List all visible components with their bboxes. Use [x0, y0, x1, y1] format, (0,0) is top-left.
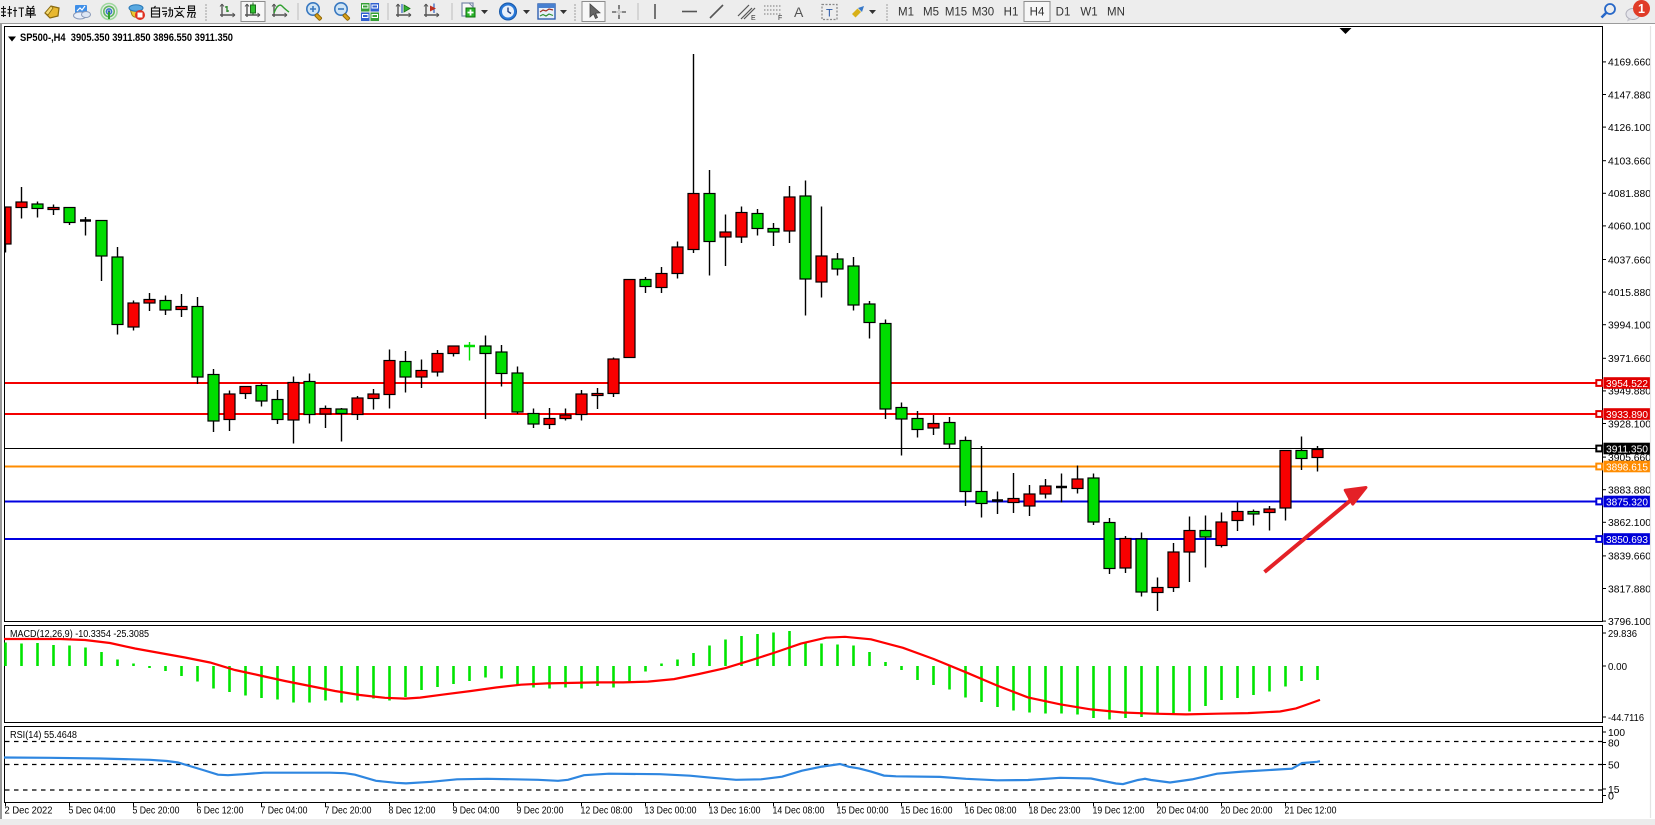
svg-text:H4: H4 — [1030, 7, 1045, 19]
svg-text:4081.880: 4081.880 — [1608, 188, 1651, 200]
svg-text:D1: D1 — [1056, 7, 1071, 19]
svg-text:7 Dec 20:00: 7 Dec 20:00 — [325, 805, 372, 817]
svg-text:15 Dec 16:00: 15 Dec 16:00 — [901, 805, 953, 817]
svg-text:8 Dec 12:00: 8 Dec 12:00 — [389, 805, 436, 817]
svg-text:A: A — [794, 4, 804, 20]
svg-text:SP500-,H4 3905.350 3911.850 3: SP500-,H4 3905.350 3911.850 3896.550 391… — [20, 32, 233, 44]
svg-text:0: 0 — [1608, 790, 1614, 802]
svg-text:4060.100: 4060.100 — [1608, 221, 1651, 233]
svg-text:100: 100 — [1608, 727, 1625, 739]
svg-text:3883.880: 3883.880 — [1608, 485, 1651, 497]
svg-text:20 Dec 04:00: 20 Dec 04:00 — [1157, 805, 1209, 817]
svg-text:80: 80 — [1608, 737, 1620, 749]
svg-text:M1: M1 — [898, 7, 914, 19]
svg-text:2 Dec 2022: 2 Dec 2022 — [5, 805, 53, 817]
svg-text:7 Dec 04:00: 7 Dec 04:00 — [261, 805, 308, 817]
svg-text:MACD(12,26,9) -10.3354 -25.308: MACD(12,26,9) -10.3354 -25.3085 — [10, 629, 149, 640]
svg-text:3928.100: 3928.100 — [1608, 418, 1651, 430]
svg-text:15: 15 — [1608, 784, 1620, 796]
svg-text:F: F — [778, 15, 782, 22]
svg-text:M15: M15 — [945, 7, 967, 19]
svg-text:3817.880: 3817.880 — [1608, 583, 1651, 595]
svg-text:E: E — [751, 15, 756, 22]
svg-text:1: 1 — [1638, 2, 1645, 16]
svg-text:14 Dec 08:00: 14 Dec 08:00 — [773, 805, 825, 817]
svg-text:5 Dec 20:00: 5 Dec 20:00 — [133, 805, 180, 817]
svg-text:3994.100: 3994.100 — [1608, 320, 1651, 332]
svg-text:3796.100: 3796.100 — [1608, 616, 1651, 628]
svg-text:19 Dec 12:00: 19 Dec 12:00 — [1093, 805, 1145, 817]
svg-text:29.836: 29.836 — [1608, 628, 1637, 640]
svg-text:6 Dec 12:00: 6 Dec 12:00 — [197, 805, 244, 817]
svg-text:18 Dec 23:00: 18 Dec 23:00 — [1029, 805, 1081, 817]
svg-text:4015.880: 4015.880 — [1608, 287, 1651, 299]
svg-text:M5: M5 — [923, 7, 939, 19]
svg-text:50: 50 — [1608, 759, 1620, 771]
svg-text:T: T — [826, 8, 833, 20]
svg-text:20 Dec 20:00: 20 Dec 20:00 — [1221, 805, 1273, 817]
svg-text:MN: MN — [1107, 7, 1125, 19]
svg-text:15 Dec 00:00: 15 Dec 00:00 — [837, 805, 889, 817]
svg-text:3971.660: 3971.660 — [1608, 353, 1651, 365]
svg-text:3850.693: 3850.693 — [1606, 534, 1648, 546]
svg-text:W1: W1 — [1080, 7, 1097, 19]
svg-text:0.00: 0.00 — [1608, 661, 1627, 673]
svg-text:3862.100: 3862.100 — [1608, 517, 1651, 529]
svg-text:3933.890: 3933.890 — [1606, 409, 1648, 421]
svg-text:H1: H1 — [1004, 7, 1019, 19]
svg-text:3911.350: 3911.350 — [1606, 444, 1648, 456]
svg-text:5 Dec 04:00: 5 Dec 04:00 — [69, 805, 116, 817]
svg-text:21 Dec 12:00: 21 Dec 12:00 — [1285, 805, 1337, 817]
svg-text:3954.522: 3954.522 — [1606, 378, 1648, 390]
svg-text:4037.660: 4037.660 — [1608, 254, 1651, 266]
svg-text:4126.100: 4126.100 — [1608, 122, 1651, 134]
svg-text:4147.880: 4147.880 — [1608, 89, 1651, 101]
svg-text:16 Dec 08:00: 16 Dec 08:00 — [965, 805, 1017, 817]
svg-text:9 Dec 20:00: 9 Dec 20:00 — [517, 805, 564, 817]
svg-text:3875.320: 3875.320 — [1606, 497, 1648, 509]
svg-text:3898.615: 3898.615 — [1606, 462, 1648, 474]
svg-text:3839.660: 3839.660 — [1608, 551, 1651, 563]
svg-text:9 Dec 04:00: 9 Dec 04:00 — [453, 805, 500, 817]
svg-text:RSI(14) 55.4648: RSI(14) 55.4648 — [10, 730, 77, 741]
svg-text:13 Dec 00:00: 13 Dec 00:00 — [645, 805, 697, 817]
svg-text:-44.7116: -44.7116 — [1608, 712, 1644, 724]
svg-text:12 Dec 08:00: 12 Dec 08:00 — [581, 805, 633, 817]
svg-text:4103.660: 4103.660 — [1608, 156, 1651, 168]
svg-text:4169.660: 4169.660 — [1608, 57, 1651, 69]
svg-text:M30: M30 — [972, 7, 994, 19]
svg-text:13 Dec 16:00: 13 Dec 16:00 — [709, 805, 761, 817]
